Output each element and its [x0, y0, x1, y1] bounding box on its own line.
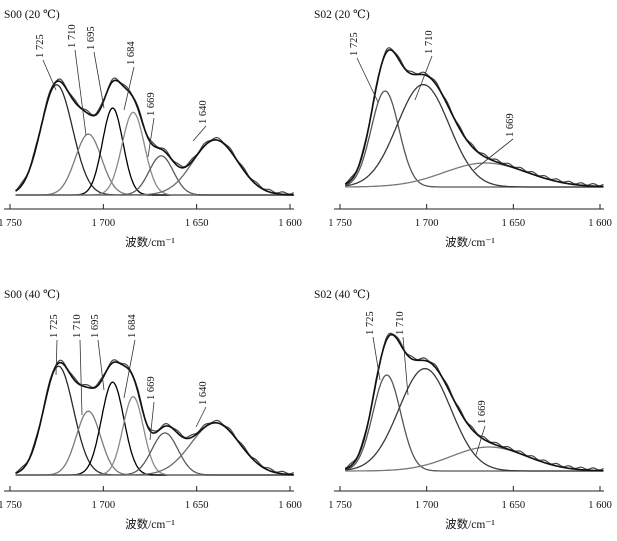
- x-tick-label: 1 600: [278, 500, 302, 511]
- x-tick-label: 1 750: [328, 500, 352, 511]
- x-tick-label: 1 600: [588, 500, 612, 511]
- peak-leader-line: [473, 138, 514, 171]
- x-tick-label: 1 700: [92, 218, 116, 229]
- component-peak-1669: [15, 155, 294, 196]
- chart-s00-40: S00 (40 ℃) 1 750 1 700 1 650 1 600 波数/cm⁻¹ 1 7…: [0, 289, 302, 531]
- fitted-spectrum: [15, 361, 294, 476]
- measured-spectrum: [344, 332, 604, 471]
- fitted-spectrum: [344, 49, 604, 188]
- peak-leader-line: [74, 49, 87, 136]
- peak-label: 1 684: [127, 314, 138, 338]
- peak-leader-line: [55, 339, 58, 376]
- x-tick-label: 1 650: [502, 218, 526, 229]
- peak-label: 1 695: [86, 26, 97, 50]
- x-tick-label: 1 700: [415, 218, 439, 229]
- peak-label: 1 640: [198, 100, 209, 124]
- component-peak-1723: [345, 374, 604, 472]
- peak-label: 1 710: [424, 30, 435, 54]
- chart-s02-20: S02 (20 ℃) 1 750 1 700 1 650 1 600 波数/cm⁻¹ 1 7…: [314, 9, 612, 249]
- x-tick-label: 1 750: [0, 218, 22, 229]
- peak-label: 1 669: [146, 376, 157, 400]
- peak-leader-line: [195, 406, 207, 428]
- measured-spectrum: [344, 47, 604, 187]
- peak-leader-line: [147, 117, 155, 158]
- peak-label: 1 669: [146, 92, 157, 116]
- x-tick-label: 1 650: [185, 218, 209, 229]
- peak-label: 1 669: [477, 400, 488, 424]
- chart-title: S02 (40 ℃): [314, 289, 370, 301]
- chart-s02-40: S02 (40 ℃) 1 750 1 700 1 650 1 600 波数/cm⁻¹ 1 7…: [314, 289, 612, 531]
- x-axis-label: 波数/cm⁻¹: [445, 235, 495, 249]
- peak-label: 1 669: [505, 113, 516, 137]
- peak-leader-line: [79, 339, 83, 416]
- peak-label: 1 695: [90, 314, 101, 338]
- component-peak-1684: [15, 396, 294, 476]
- measured-spectrum: [15, 359, 294, 475]
- chart-title: S00 (20 ℃): [4, 9, 60, 21]
- x-tick-label: 1 600: [588, 218, 612, 229]
- component-peak-1684: [15, 111, 294, 196]
- peak-leader-line: [42, 59, 57, 91]
- x-tick-label: 1 750: [328, 218, 352, 229]
- peak-leader-line: [149, 401, 155, 441]
- x-axis-label: 波数/cm⁻¹: [125, 235, 175, 249]
- peak-label: 1 725: [349, 32, 360, 56]
- peak-leader-line: [402, 336, 409, 396]
- peak-leader-line: [414, 55, 433, 101]
- peak-label: 1 710: [72, 314, 83, 338]
- component-peak-1667: [15, 432, 294, 476]
- fitted-spectrum: [15, 79, 294, 196]
- component-peak-1701: [345, 367, 604, 472]
- peak-leader-line: [372, 336, 381, 381]
- x-tick-label: 1 650: [502, 500, 526, 511]
- x-tick-label: 1 600: [278, 218, 302, 229]
- peak-leader-line: [356, 57, 379, 103]
- peak-label: 1 725: [365, 311, 376, 335]
- x-tick-label: 1 650: [185, 500, 209, 511]
- peak-label: 1 684: [126, 41, 137, 65]
- peak-label: 1 725: [49, 314, 60, 338]
- peak-label: 1 710: [67, 24, 78, 48]
- component-peak-1708: [15, 133, 294, 196]
- x-axis-label: 波数/cm⁻¹: [125, 517, 175, 531]
- peak-label: 1 640: [198, 381, 209, 405]
- fitted-spectrum: [344, 333, 604, 472]
- peak-label: 1 725: [35, 34, 46, 58]
- x-tick-label: 1 700: [415, 500, 439, 511]
- peak-leader-line: [97, 339, 105, 391]
- x-tick-label: 1 700: [92, 500, 116, 511]
- component-peak-1702: [345, 83, 604, 188]
- peak-label: 1 710: [395, 311, 406, 335]
- x-tick-label: 1 750: [0, 500, 22, 511]
- peak-leader-line: [123, 339, 136, 399]
- measured-spectrum: [15, 77, 294, 195]
- chart-title: S02 (20 ℃): [314, 9, 370, 21]
- x-axis-label: 波数/cm⁻¹: [445, 517, 495, 531]
- chart-title: S00 (40 ℃): [4, 289, 60, 301]
- chart-s00-20: S00 (20 ℃) 1 750 1 700 1 650 1 600 波数/cm⁻¹ 1 7…: [0, 9, 302, 249]
- component-peak-1640: [15, 139, 294, 196]
- peak-leader-line: [93, 51, 105, 109]
- peak-leader-line: [475, 425, 486, 456]
- peak-leader-line: [192, 125, 207, 142]
- peak-leader-line: [123, 66, 135, 111]
